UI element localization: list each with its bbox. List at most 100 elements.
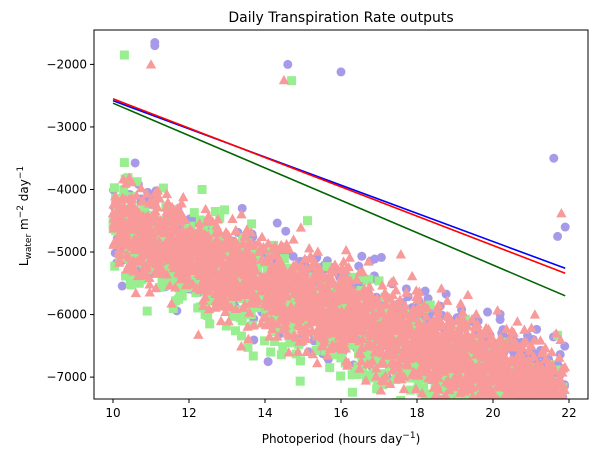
data-point-square (512, 407, 521, 416)
data-point-circle (281, 226, 291, 236)
data-point-square (534, 421, 543, 430)
data-point-triangle (519, 376, 531, 386)
data-point-square (356, 273, 366, 283)
data-point-triangle (343, 326, 354, 336)
data-point-triangle (418, 300, 430, 310)
data-point-triangle (375, 385, 387, 395)
data-point-triangle (412, 350, 424, 361)
data-point-square (168, 303, 178, 313)
data-point-square (535, 407, 544, 416)
data-point-triangle (384, 320, 395, 331)
data-point-square (336, 371, 346, 381)
data-point-square (509, 418, 518, 427)
data-point-triangle (495, 437, 505, 446)
data-point-triangle (211, 234, 222, 244)
data-point-triangle (455, 298, 466, 308)
data-point-triangle (410, 383, 422, 393)
data-point-circle (483, 307, 493, 317)
data-point-circle (559, 428, 568, 437)
data-point-square (552, 425, 561, 434)
data-point-triangle (312, 246, 324, 256)
data-point-triangle (485, 353, 496, 363)
data-point-triangle (377, 280, 388, 290)
data-point-square (442, 406, 451, 415)
data-point-triangle (516, 427, 526, 436)
data-point-square (474, 433, 483, 442)
data-point-triangle (274, 255, 285, 265)
data-point-square (531, 401, 540, 410)
data-point-triangle (275, 239, 287, 250)
data-point-square (461, 392, 471, 399)
data-point-triangle (485, 358, 497, 368)
data-point-triangle (339, 314, 350, 324)
data-point-triangle (360, 375, 372, 385)
data-point-triangle (253, 237, 264, 247)
data-point-triangle (420, 310, 432, 321)
data-point-triangle (497, 355, 508, 366)
data-point-triangle (334, 293, 345, 303)
data-point-triangle (397, 315, 408, 325)
data-point-triangle (230, 224, 242, 235)
data-point-triangle (485, 376, 496, 386)
data-point-triangle (241, 224, 253, 234)
data-point-square (416, 419, 425, 428)
data-point-triangle (266, 263, 277, 273)
data-point-triangle (342, 360, 353, 370)
data-point-triangle (164, 205, 176, 215)
data-point-square (502, 413, 511, 422)
data-point-triangle (346, 320, 358, 331)
data-point-triangle (230, 280, 241, 290)
data-point-triangle (434, 366, 446, 376)
data-point-triangle (433, 320, 444, 330)
data-point-triangle (255, 274, 267, 284)
data-point-triangle (278, 74, 290, 85)
data-point-triangle (457, 376, 469, 386)
data-point-triangle (553, 371, 565, 382)
data-point-triangle (185, 224, 196, 235)
data-point-triangle (383, 344, 395, 354)
data-point-square (557, 433, 566, 442)
data-point-square (540, 417, 549, 426)
data-point-triangle (554, 398, 555, 399)
data-point-triangle (136, 196, 147, 206)
data-point-triangle (218, 301, 229, 311)
data-point-triangle (371, 363, 382, 373)
data-point-square (471, 380, 481, 390)
data-point-triangle (216, 256, 227, 266)
data-point-triangle (529, 388, 540, 398)
data-point-square (516, 400, 525, 409)
data-point-triangle (477, 398, 479, 399)
data-point-triangle (509, 419, 519, 428)
data-point-square (522, 409, 531, 418)
data-point-square (477, 429, 486, 438)
data-point-triangle (445, 315, 457, 325)
data-point-triangle (236, 341, 247, 351)
data-point-triangle (440, 376, 452, 387)
data-point-triangle (291, 272, 302, 282)
data-point-triangle (215, 315, 227, 326)
data-point-square (524, 403, 533, 412)
data-point-triangle (323, 326, 335, 337)
data-point-circle (513, 401, 522, 410)
data-point-square (546, 449, 555, 458)
data-point-triangle (108, 223, 120, 233)
data-point-triangle (233, 245, 244, 255)
data-point-square (266, 347, 276, 357)
data-point-triangle (282, 281, 293, 291)
data-point-square (551, 407, 560, 416)
data-point-triangle (476, 378, 487, 389)
data-point-triangle (371, 326, 382, 336)
data-point-triangle (295, 267, 306, 277)
data-point-triangle (406, 307, 418, 318)
data-point-triangle (548, 418, 558, 427)
data-point-triangle (462, 289, 474, 300)
data-point-square (165, 274, 175, 284)
data-point-triangle (141, 269, 152, 280)
data-point-triangle (338, 256, 349, 266)
data-point-circle (546, 420, 555, 429)
data-point-triangle (170, 282, 181, 292)
data-point-triangle (440, 389, 451, 399)
data-point-square (526, 432, 535, 441)
data-point-triangle (244, 307, 255, 317)
data-point-triangle (498, 344, 509, 354)
